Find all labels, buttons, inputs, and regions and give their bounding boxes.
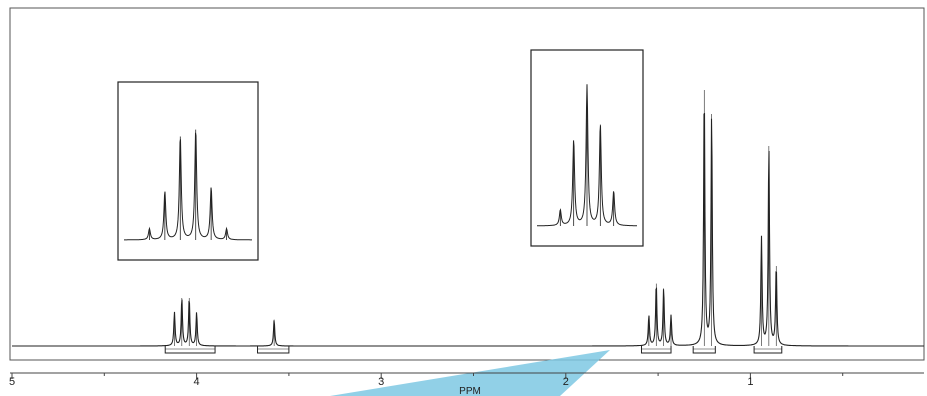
x-tick-label-2: 2 — [563, 376, 569, 388]
inset-1 — [530, 49, 644, 247]
x-tick-label-5: 5 — [9, 376, 15, 388]
x-axis-ticks: 5 4 3 2 1 — [9, 373, 844, 388]
integral-brackets — [164, 346, 783, 354]
integral-0 — [164, 346, 216, 354]
inset-trace-1 — [537, 84, 637, 227]
x-tick-label-4: 4 — [194, 376, 200, 388]
plot-frame — [9, 7, 925, 361]
inset-0 — [117, 81, 259, 261]
x-axis-label: PPM — [459, 386, 481, 396]
spectrum-trace — [12, 112, 924, 347]
x-tick-label-3: 3 — [378, 376, 384, 388]
peak-markers — [174, 90, 777, 346]
integral-2 — [640, 346, 672, 354]
integral-1 — [257, 346, 290, 354]
inset-frame-0 — [117, 81, 259, 261]
inset-trace-0 — [124, 132, 252, 241]
integral-3 — [692, 346, 716, 354]
integral-4 — [753, 346, 783, 354]
x-tick-label-1: 1 — [747, 376, 753, 388]
expansion-insets — [117, 49, 644, 261]
